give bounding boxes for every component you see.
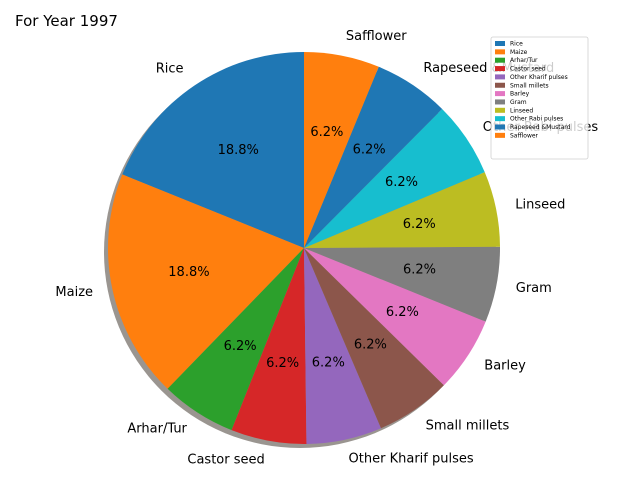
percent-label-linseed: 6.2% bbox=[403, 217, 436, 232]
legend-label-gram: Gram bbox=[510, 99, 527, 106]
percent-label-safflower: 6.2% bbox=[310, 125, 343, 140]
legend-swatch-maize bbox=[495, 49, 505, 55]
legend-swatch-other-rabi-pulses bbox=[495, 116, 505, 122]
legend-label-small-millets: Small millets bbox=[510, 82, 549, 89]
pie-slice-other-rabi-pulses bbox=[304, 108, 485, 248]
pie-slice-maize bbox=[107, 174, 304, 389]
pie-slice-other-kharif-pulses bbox=[304, 248, 382, 444]
percent-label-arhar-tur: 6.2% bbox=[224, 339, 257, 354]
percent-label-castor-seed: 6.2% bbox=[266, 356, 299, 371]
slice-label-arhar-tur: Arhar/Tur bbox=[127, 422, 187, 437]
slice-label-small-millets: Small millets bbox=[426, 419, 510, 434]
slice-label-safflower: Safflower bbox=[346, 29, 407, 44]
slice-label-maize: Maize bbox=[55, 285, 93, 300]
percent-label-maize: 18.8% bbox=[168, 265, 209, 280]
chart-title: For Year 1997 bbox=[15, 12, 118, 30]
pie-slices bbox=[107, 52, 501, 444]
legend-label-rice: Rice bbox=[510, 41, 523, 48]
percent-label-small-millets: 6.2% bbox=[354, 338, 387, 353]
slice-label-barley: Barley bbox=[484, 359, 526, 374]
pie-slice-gram bbox=[304, 246, 501, 322]
legend-swatch-arhar-tur bbox=[495, 57, 505, 63]
legend-swatch-gram bbox=[495, 99, 505, 105]
legend-swatch-castor-seed bbox=[495, 66, 505, 72]
percent-label-rice: 18.8% bbox=[218, 143, 259, 158]
legend-label-other-rabi-pulses: Other Rabi pulses bbox=[510, 116, 563, 123]
legend-swatch-rice bbox=[495, 41, 505, 46]
pie-slice-linseed bbox=[304, 172, 500, 248]
pie-slice-small-millets bbox=[304, 248, 444, 429]
legend-label-maize: Maize bbox=[510, 49, 528, 56]
pie-slice-rapeseed-mustard bbox=[304, 66, 443, 248]
percent-label-rapeseed-mustard: 6.2% bbox=[353, 143, 386, 158]
legend-label-linseed: Linseed bbox=[510, 107, 533, 114]
pie-slice-castor-seed bbox=[231, 248, 307, 444]
pie-slice-rice bbox=[122, 52, 304, 248]
percent-label-gram: 6.2% bbox=[403, 263, 436, 278]
legend-label-barley: Barley bbox=[510, 91, 530, 98]
legend-swatch-barley bbox=[495, 91, 505, 97]
slice-label-gram: Gram bbox=[516, 281, 552, 296]
percent-label-barley: 6.2% bbox=[386, 305, 419, 320]
percent-labels: 18.8% 18.8% 6.2% 6.2% 6.2% 6.2% 6.2% 6.2% 6.2% 6.… bbox=[168, 125, 436, 371]
slice-label-rice: Rice bbox=[156, 62, 184, 77]
percent-label-other-kharif-pulses: 6.2% bbox=[312, 356, 345, 371]
legend-swatch-safflower bbox=[495, 132, 505, 138]
pie-slice-safflower bbox=[304, 52, 379, 248]
legend-swatch-other-kharif-pulses bbox=[495, 74, 505, 80]
pie-slice-barley bbox=[304, 248, 486, 386]
legend-label-castor-seed: Castor seed bbox=[510, 66, 546, 73]
legend-frame bbox=[490, 36, 589, 160]
slice-label-other-kharif-pulses: Other Kharif pulses bbox=[349, 451, 474, 466]
legend-swatch-linseed bbox=[495, 107, 505, 113]
pie-slice-arhar-tur bbox=[167, 248, 304, 431]
slice-label-castor-seed: Castor seed bbox=[187, 453, 264, 468]
slice-label-linseed: Linseed bbox=[515, 197, 565, 212]
legend-label-arhar-tur: Arhar/Tur bbox=[510, 57, 538, 64]
legend-label-rapeseed-mustard: Rapeseed &Mustard bbox=[510, 124, 571, 131]
percent-label-other-rabi-pulses: 6.2% bbox=[385, 175, 418, 190]
legend-label-safflower: Safflower bbox=[510, 132, 539, 139]
legend-swatch-rapeseed-mustard bbox=[495, 124, 505, 130]
legend-swatch-small-millets bbox=[495, 82, 505, 88]
legend-label-other-kharif-pulses: Other Kharif pulses bbox=[510, 74, 568, 81]
